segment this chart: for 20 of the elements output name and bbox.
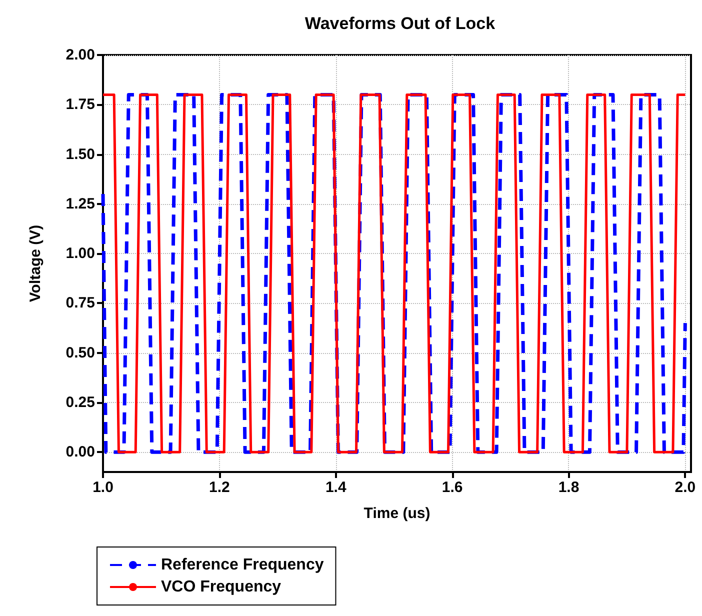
y-tick-label: 1.25 [66, 195, 95, 212]
x-tick-label: 1.8 [558, 479, 580, 496]
x-tick-label: 1.6 [442, 479, 463, 496]
legend-label: Reference Frequency [161, 556, 324, 574]
y-tick-label: 1.75 [66, 96, 95, 114]
y-axis-title: Voltage (V) [27, 224, 44, 302]
x-tick-label: 1.4 [325, 479, 347, 496]
x-tick-label: 1.2 [209, 479, 230, 496]
y-tick-label: 1.50 [66, 146, 95, 163]
x-tick-label: 2.0 [674, 479, 696, 496]
x-tick-label: 1.0 [92, 479, 114, 496]
y-tick-label: 0.00 [66, 444, 95, 461]
y-tick-label: 2.00 [66, 46, 95, 64]
y-tick-label: 1.00 [66, 245, 95, 262]
y-tick-label: 0.75 [66, 294, 95, 312]
chart-title: Waveforms Out of Lock [304, 14, 496, 33]
y-tick-label: 0.50 [66, 344, 95, 362]
legend-label: VCO Frequency [161, 578, 282, 596]
y-tick-label: 0.25 [66, 394, 95, 411]
x-axis-title: Time (us) [364, 505, 430, 522]
